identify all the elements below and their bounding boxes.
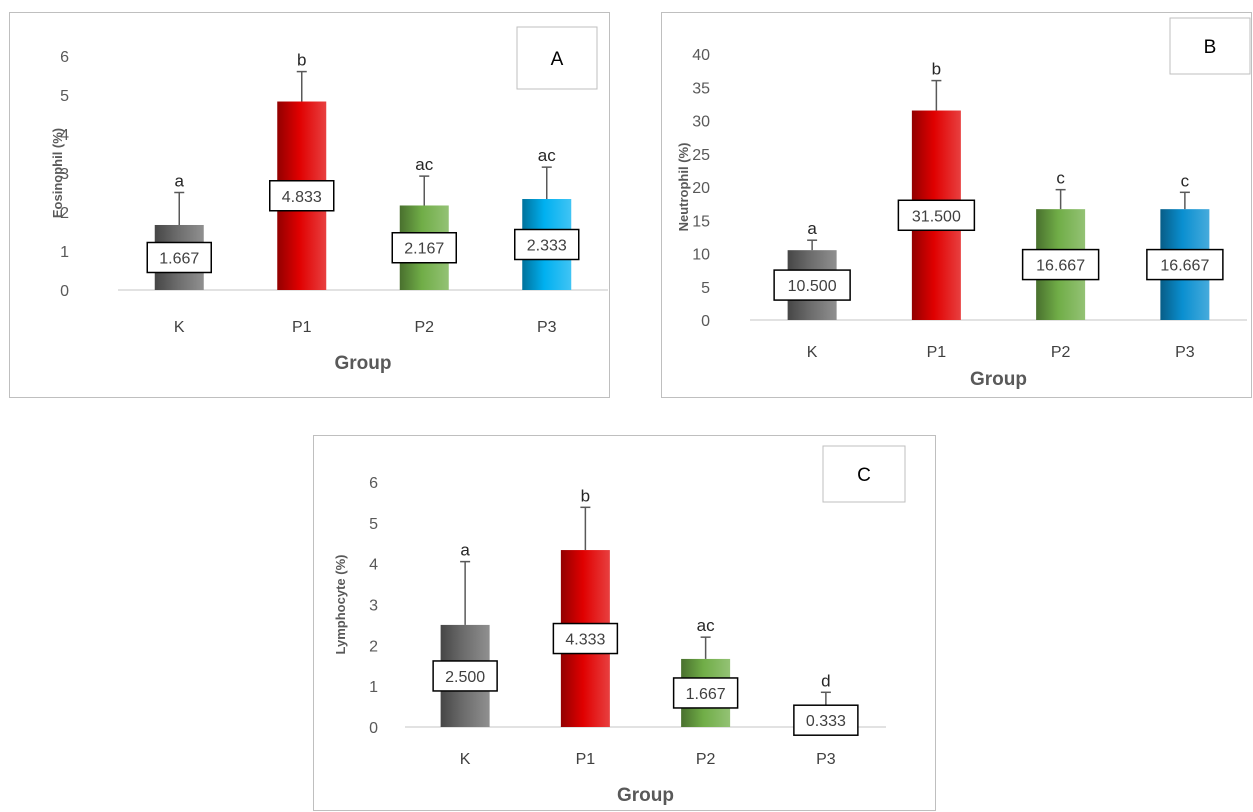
- category-label: K: [460, 751, 471, 768]
- y-tick-label: 30: [692, 114, 710, 131]
- data-label-box: [1021, 248, 1100, 281]
- category-label: P1: [576, 751, 596, 768]
- y-tick-label: 4: [369, 557, 378, 574]
- significance-letter: a: [460, 541, 470, 560]
- category-label: K: [174, 319, 185, 336]
- significance-letter: b: [581, 486, 590, 505]
- category-label: K: [807, 344, 818, 361]
- panel-letter-box: [516, 26, 598, 90]
- panel-letter: B: [1204, 37, 1217, 58]
- data-label-box: [672, 677, 739, 709]
- panel-letter-box: [822, 445, 906, 503]
- x-axis-title: Group: [970, 369, 1027, 390]
- y-tick-label: 0: [701, 313, 710, 330]
- data-label-box: [897, 199, 976, 232]
- data-label: 31.500: [912, 208, 961, 225]
- data-label: 4.833: [282, 189, 322, 206]
- data-label: 0.333: [806, 713, 846, 730]
- data-label: 2.500: [445, 669, 485, 686]
- y-tick-label: 15: [692, 213, 710, 230]
- y-axis-title: Neutrophil (%): [676, 143, 691, 232]
- category-label: P3: [816, 751, 836, 768]
- panel-letter: A: [551, 49, 564, 70]
- data-label-box: [146, 241, 212, 274]
- data-label-box: [1146, 248, 1224, 281]
- data-label-box: [269, 180, 335, 212]
- significance-letter: d: [821, 671, 830, 690]
- significance-letter: ac: [697, 616, 715, 635]
- significance-letter: a: [807, 219, 817, 238]
- data-label: 1.667: [159, 250, 199, 267]
- data-label-box: [391, 231, 457, 264]
- category-label: P3: [1175, 344, 1195, 361]
- data-label: 16.667: [1160, 258, 1209, 275]
- data-label-box: [552, 622, 619, 655]
- category-label: P3: [537, 319, 557, 336]
- panel-letter: C: [857, 465, 871, 486]
- y-tick-label: 1: [369, 679, 378, 696]
- chart-svg: 0 1 2 3 4 5 6 Eosinophil (%) Group a 1.667 Kb 4.833 P…: [50, 26, 608, 374]
- y-tick-label: 40: [692, 47, 710, 64]
- data-label: 16.667: [1036, 258, 1085, 275]
- data-label: 2.333: [527, 238, 567, 255]
- significance-letter: ac: [538, 146, 556, 165]
- category-label: P1: [292, 319, 312, 336]
- y-tick-label: 4: [60, 127, 69, 144]
- y-tick-label: 2: [60, 205, 69, 222]
- chart-svg: 0 5 10 15 20 25 30 35 40 Neutrophil (%) Group a 10.5…: [676, 17, 1251, 390]
- y-tick-label: 3: [369, 598, 378, 615]
- data-label-box: [773, 269, 851, 301]
- y-tick-label: 0: [369, 720, 378, 737]
- y-tick-label: 10: [692, 247, 710, 264]
- data-label-box: [432, 660, 498, 692]
- significance-letter: b: [932, 60, 941, 79]
- y-tick-label: 20: [692, 180, 710, 197]
- significance-letter: c: [1181, 171, 1190, 190]
- panel-letter-box: [1169, 17, 1251, 75]
- category-label: P2: [1051, 344, 1071, 361]
- significance-letter: c: [1056, 169, 1065, 188]
- y-tick-label: 3: [60, 166, 69, 183]
- data-label: 1.667: [686, 686, 726, 703]
- y-tick-label: 25: [692, 147, 710, 164]
- y-tick-label: 5: [369, 516, 378, 533]
- y-tick-label: 0: [60, 283, 69, 300]
- category-label: P2: [414, 319, 434, 336]
- data-label-box: [514, 228, 580, 261]
- y-tick-label: 5: [60, 88, 69, 105]
- data-label: 2.167: [404, 241, 444, 258]
- category-label: P2: [696, 751, 716, 768]
- y-tick-label: 6: [369, 475, 378, 492]
- chart-svg: 0 1 2 3 4 5 6 Lymphocyte (%) Group a 2.500 Kb 4.333 P…: [333, 445, 906, 806]
- data-label: 10.500: [788, 278, 837, 295]
- significance-letter: a: [175, 172, 185, 191]
- y-tick-label: 35: [692, 80, 710, 97]
- y-tick-label: 2: [369, 638, 378, 655]
- category-label: P1: [927, 344, 947, 361]
- x-axis-title: Group: [617, 785, 674, 806]
- y-tick-label: 6: [60, 49, 69, 66]
- y-tick-label: 1: [60, 244, 69, 261]
- y-axis-title: Eosinophil (%): [50, 128, 65, 218]
- y-axis-title: Lymphocyte (%): [333, 555, 348, 655]
- significance-letter: ac: [415, 155, 433, 174]
- data-label: 4.333: [565, 632, 605, 649]
- x-axis-title: Group: [335, 353, 392, 374]
- chart-panel-neutrophil: 0 5 10 15 20 25 30 35 40 Neutrophil (%) Group a 10.5…: [661, 12, 1252, 398]
- y-tick-label: 5: [701, 280, 710, 297]
- significance-letter: b: [297, 51, 306, 70]
- data-label-box: [793, 704, 859, 736]
